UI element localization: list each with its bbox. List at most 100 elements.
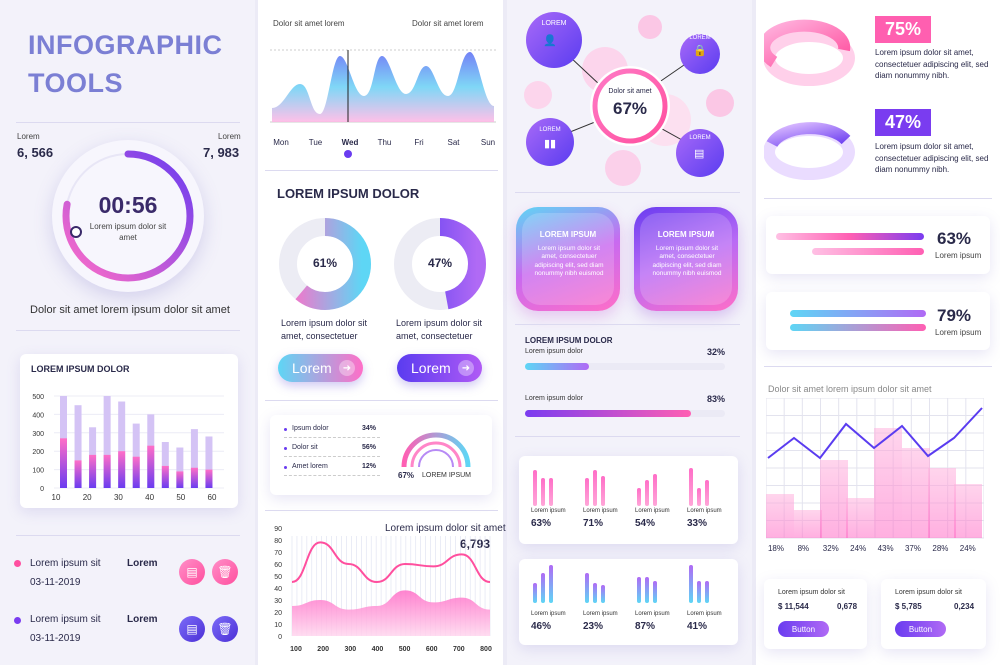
mini-bar	[645, 480, 649, 506]
column-1-bg	[0, 0, 255, 665]
wave-area	[272, 52, 494, 122]
y-tick-label: 80	[274, 538, 282, 545]
donut-2-caption: Lorem ipsum dolor sit amet, consectetuer	[396, 318, 483, 341]
button-label: Lorem	[411, 360, 451, 376]
divider	[764, 198, 992, 199]
mini-bar	[705, 480, 709, 506]
combo-value-label: 37%	[904, 544, 921, 553]
mini-bar	[601, 476, 605, 506]
combo-value-label: 8%	[797, 544, 810, 553]
y-tick-label: 40	[274, 586, 282, 593]
lorem-button-1[interactable]: Lorem ➜	[278, 354, 363, 382]
mini-bar-value: 41%	[687, 621, 708, 632]
x-tick-label: 400	[372, 646, 384, 653]
progress-title: LOREM IPSUM DOLOR	[525, 336, 613, 345]
document-icon[interactable]: ▤	[179, 616, 205, 642]
bubble-3-label: LOREM	[539, 127, 561, 133]
info-card-1: LOREM IPSUM Lorem ipsum dolor sit amet, …	[516, 207, 620, 311]
hbar-1a	[776, 233, 924, 240]
x-tick-label: 40	[145, 493, 154, 502]
legend-divider	[284, 475, 380, 476]
bar-back	[190, 429, 198, 488]
stat-left-value: 6, 566	[17, 145, 54, 160]
day-label: Thu	[377, 138, 392, 147]
y-tick-label: 500	[32, 394, 44, 401]
divider	[764, 366, 992, 367]
button-label: Lorem	[292, 360, 332, 376]
bar-front	[89, 454, 97, 488]
combo-value-label: 28%	[932, 544, 949, 553]
bar-chart: 500 400 300 200 100 0 10 20 30 40 50 60	[32, 394, 224, 502]
trash-icon[interactable]: 🗑	[212, 559, 238, 585]
combo-chart-title: Dolor sit amet lorem ipsum dolor sit ame…	[768, 384, 932, 394]
mini-bar-label: Lorem ipsum	[583, 508, 618, 514]
title-line-1: INFOGRAPHIC	[28, 30, 223, 60]
legend-value: 12%	[362, 463, 377, 470]
dial-caption: Dolor sit amet lorem ipsum dolor sit ame…	[30, 304, 230, 316]
arrow-right-icon: ➜	[458, 360, 474, 376]
legend-label: Dolor sit	[292, 444, 318, 451]
hbar-1b	[812, 248, 924, 255]
list-dot	[14, 560, 21, 567]
bubble-center-value: 67%	[612, 99, 648, 118]
hbar-card-2: 79% Lorem ipsum	[766, 292, 990, 350]
mini-bar	[697, 581, 701, 603]
combo-labels: 18% 8% 32% 24% 43% 37% 28% 24%	[766, 544, 984, 556]
mini-bar	[645, 577, 649, 603]
donut-1-caption: Lorem ipsum dolor sit amet, consectetuer	[281, 318, 368, 341]
bubble-center-label: Dolor sit amet	[608, 88, 652, 95]
divider	[265, 170, 498, 171]
lorem-button-2[interactable]: Lorem ➜	[397, 354, 482, 382]
list-item-date: 03-11-2019	[30, 633, 81, 644]
mini-bar	[653, 474, 657, 506]
y-tick-label: 20	[274, 610, 282, 617]
trash-icon[interactable]: 🗑	[212, 616, 238, 642]
bar-chart-card: LOREM IPSUM DOLOR 500 400 300 200 100 0 10 20 30…	[20, 354, 238, 508]
ring-2-text: Lorem ipsum dolor sit amet, consectetuer…	[875, 142, 989, 175]
bar-back	[103, 396, 111, 488]
list-dot	[14, 617, 21, 624]
wallet-2-button[interactable]: Button	[895, 621, 946, 637]
mini-bar-label: Lorem ipsum	[531, 611, 566, 617]
divider	[515, 324, 740, 325]
ring-1-value: 75%	[875, 16, 931, 43]
y-tick-label: 60	[274, 562, 282, 569]
mini-bars-card-2: Lorem ipsum 46% Lorem ipsum 23% Lorem ipsum 8…	[519, 559, 738, 645]
info-card-2-title: LOREM IPSUM	[657, 230, 715, 239]
day-label: Wed	[341, 138, 359, 147]
stat-right-value: 7, 983	[203, 145, 240, 160]
bar-back	[74, 405, 82, 488]
x-tick-label: 800	[480, 646, 492, 653]
combo-bar	[766, 494, 794, 538]
mini-bar	[533, 583, 537, 603]
wallet-1-button[interactable]: Button	[778, 621, 829, 637]
y-tick-label: 0	[40, 486, 44, 493]
bar-back	[161, 442, 169, 488]
legend-bullet	[284, 447, 287, 450]
mini-bars-card-1: Lorem ipsum 63% Lorem ipsum 71% Lorem ipsum 5…	[519, 456, 738, 544]
legend-value: 34%	[362, 425, 377, 432]
combo-chart	[766, 398, 984, 539]
mini-bar	[541, 478, 545, 506]
wallet-1-title: Lorem ipsum dolor sit	[778, 589, 845, 596]
mini-bar-label: Lorem ipsum	[531, 508, 566, 514]
combo-bar	[820, 460, 848, 538]
bar-chart-icon: ▮▮	[544, 138, 557, 150]
mini-bar	[689, 468, 693, 506]
document-icon[interactable]: ▤	[179, 559, 205, 585]
combo-bar	[846, 498, 874, 538]
bar-back	[118, 401, 126, 488]
ring-graphics	[764, 19, 855, 180]
wallet-card-1: Lorem ipsum dolor sit $ 11,544 0,678 But…	[764, 579, 867, 649]
ring-2-value: 47%	[875, 109, 931, 136]
info-card-1-title: LOREM IPSUM	[539, 230, 597, 239]
y-tick-label: 70	[274, 550, 282, 557]
title-line-2: TOOLS	[28, 68, 124, 98]
day-axis: Mon Tue Wed Thu Fri Sat Sun	[270, 138, 496, 150]
combo-value-label: 24%	[959, 544, 976, 553]
combo-value-label: 24%	[850, 544, 867, 553]
hbar-2-label: Lorem ipsum	[935, 328, 982, 337]
divider	[515, 192, 740, 193]
wallet-2-extra: 0,234	[954, 602, 975, 611]
wallet-card-2: Lorem ipsum dolor sit $ 5,785 0,234 Butt…	[881, 579, 986, 649]
